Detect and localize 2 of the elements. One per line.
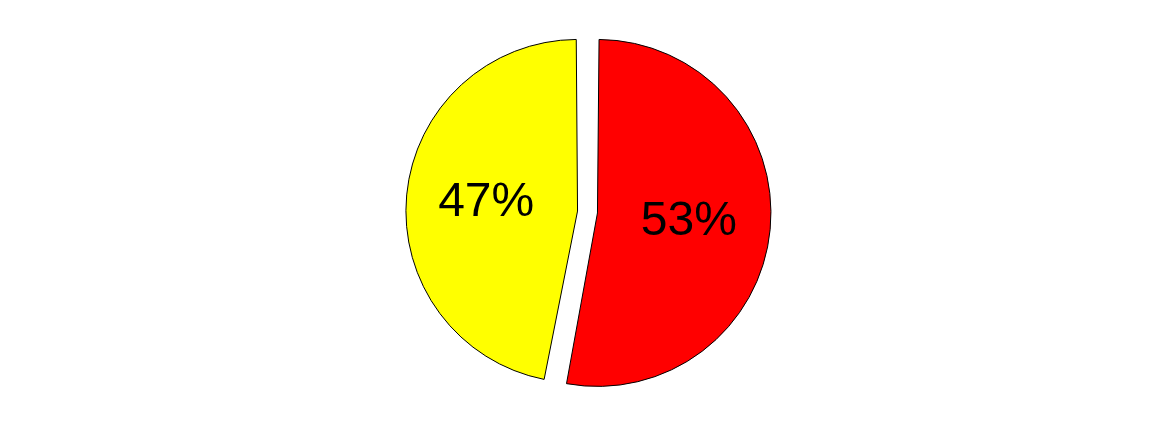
data-label: 47% xyxy=(438,172,535,226)
data-label: 53% xyxy=(640,191,737,245)
